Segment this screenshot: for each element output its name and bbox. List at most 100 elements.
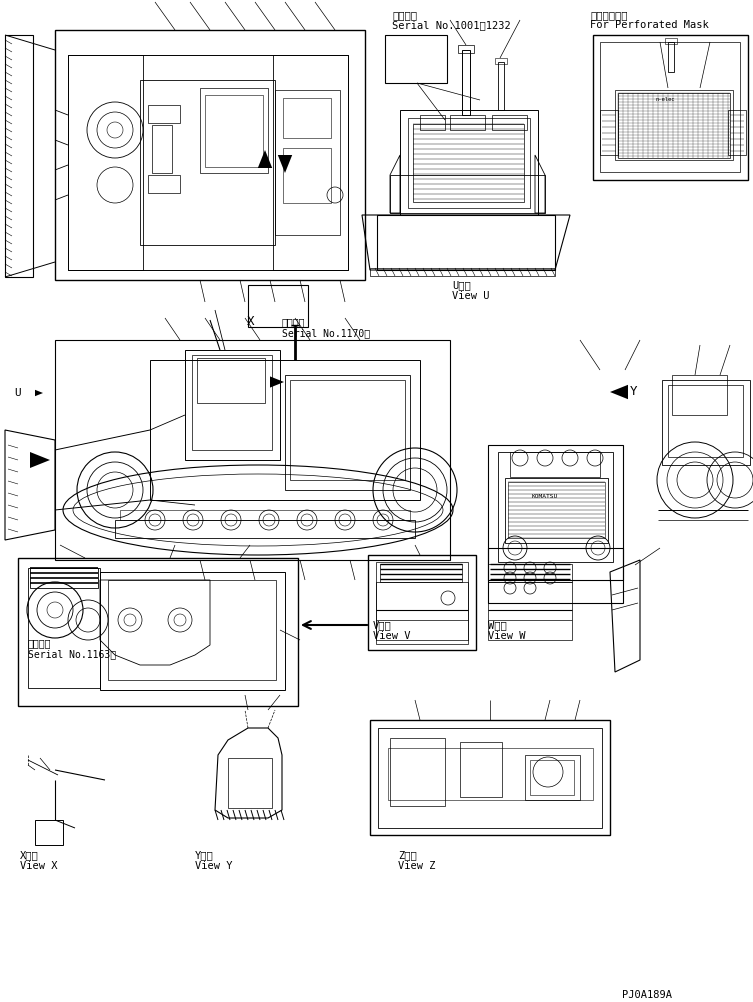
- Text: For Perforated Mask: For Perforated Mask: [590, 20, 709, 30]
- Bar: [668, 385, 743, 457]
- Bar: [672, 375, 727, 415]
- Bar: [498, 452, 613, 562]
- Text: U: U: [14, 388, 21, 398]
- Bar: [55, 30, 365, 280]
- Bar: [205, 95, 263, 167]
- Text: 丸穴マスク用: 丸穴マスク用: [590, 10, 627, 20]
- Bar: [370, 268, 555, 276]
- Text: View W: View W: [488, 631, 526, 641]
- Bar: [68, 55, 348, 270]
- Text: n-elec: n-elec: [656, 97, 675, 102]
- Bar: [498, 62, 504, 110]
- Bar: [390, 175, 545, 213]
- Bar: [385, 35, 447, 83]
- Bar: [600, 42, 740, 172]
- Bar: [505, 478, 608, 543]
- Bar: [388, 748, 593, 800]
- Bar: [35, 820, 63, 845]
- Bar: [525, 755, 580, 800]
- Text: Serial No.1163～: Serial No.1163～: [28, 649, 116, 659]
- Bar: [100, 572, 285, 690]
- Polygon shape: [610, 385, 628, 399]
- Text: View Y: View Y: [195, 861, 233, 871]
- Bar: [283, 148, 331, 203]
- Bar: [618, 93, 730, 158]
- Text: Serial No.1170～: Serial No.1170～: [282, 328, 370, 338]
- Bar: [492, 115, 527, 130]
- Text: Z　視: Z 視: [398, 850, 416, 860]
- Bar: [413, 124, 524, 202]
- Bar: [368, 555, 476, 650]
- Bar: [377, 215, 555, 270]
- Polygon shape: [258, 150, 272, 168]
- Bar: [420, 115, 445, 130]
- Bar: [248, 285, 308, 327]
- Bar: [600, 110, 618, 155]
- Bar: [192, 355, 272, 450]
- Bar: [376, 582, 468, 640]
- Bar: [68, 55, 143, 270]
- Bar: [370, 720, 610, 835]
- Bar: [185, 350, 280, 460]
- Bar: [450, 115, 485, 130]
- Text: W　視: W 視: [488, 620, 507, 630]
- Polygon shape: [278, 155, 292, 173]
- Text: X: X: [247, 315, 255, 328]
- Bar: [28, 568, 100, 688]
- Bar: [458, 45, 474, 53]
- Bar: [668, 42, 674, 72]
- Bar: [462, 50, 470, 115]
- Polygon shape: [35, 390, 43, 396]
- Bar: [228, 758, 272, 808]
- Bar: [615, 90, 733, 160]
- Bar: [148, 105, 180, 123]
- Bar: [140, 80, 275, 245]
- Bar: [400, 110, 538, 215]
- Text: X　視: X 視: [20, 850, 38, 860]
- Text: U　視: U 視: [452, 280, 471, 290]
- Text: View U: View U: [452, 291, 489, 301]
- Bar: [200, 88, 268, 173]
- Text: Serial No.1001～1232: Serial No.1001～1232: [392, 20, 511, 30]
- Text: Y: Y: [630, 385, 638, 398]
- Bar: [662, 380, 750, 465]
- Bar: [55, 340, 450, 560]
- Bar: [290, 380, 405, 480]
- Bar: [378, 728, 602, 828]
- Bar: [665, 38, 677, 44]
- Bar: [530, 760, 574, 795]
- Bar: [148, 175, 180, 193]
- Bar: [283, 98, 331, 138]
- Bar: [408, 118, 530, 208]
- Text: V　視: V 視: [373, 620, 392, 630]
- Bar: [488, 564, 572, 582]
- Text: View Z: View Z: [398, 861, 435, 871]
- Bar: [150, 360, 420, 500]
- Bar: [152, 125, 172, 173]
- Bar: [285, 375, 410, 490]
- Text: PJ0A189A: PJ0A189A: [622, 990, 672, 1000]
- Bar: [508, 482, 605, 538]
- Bar: [510, 452, 600, 477]
- Bar: [495, 58, 507, 64]
- Bar: [120, 510, 410, 520]
- Bar: [488, 445, 623, 580]
- Text: KOMATSU: KOMATSU: [532, 494, 558, 499]
- Polygon shape: [30, 452, 50, 468]
- Text: 適用号機: 適用号機: [282, 317, 306, 327]
- Text: View X: View X: [20, 861, 57, 871]
- Bar: [30, 568, 98, 588]
- Bar: [273, 55, 348, 270]
- Text: 適用号機: 適用号機: [392, 10, 417, 20]
- Bar: [197, 358, 265, 403]
- Bar: [18, 558, 298, 706]
- Bar: [488, 548, 623, 603]
- Bar: [275, 90, 340, 235]
- Polygon shape: [270, 377, 284, 388]
- Bar: [5, 35, 33, 277]
- Bar: [728, 110, 746, 155]
- Bar: [460, 742, 502, 797]
- Text: View V: View V: [373, 631, 410, 641]
- Bar: [380, 564, 462, 582]
- Bar: [488, 582, 572, 640]
